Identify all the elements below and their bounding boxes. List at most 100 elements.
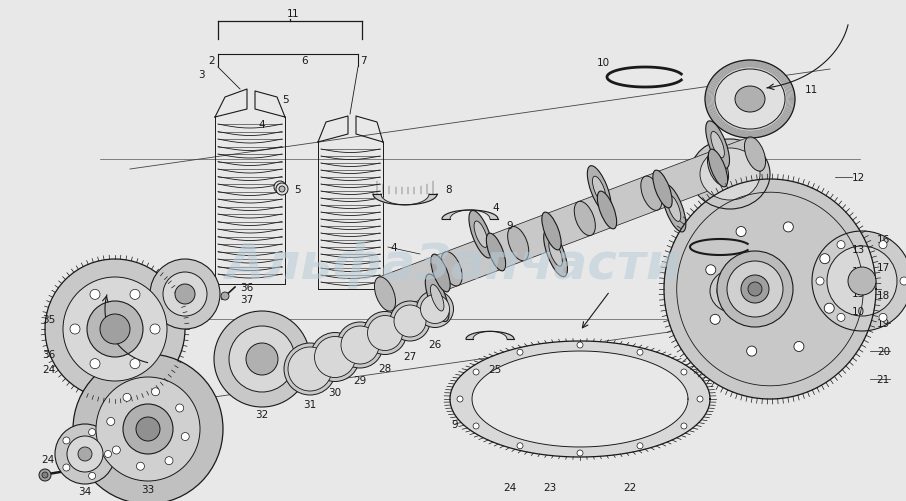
Circle shape [100, 314, 130, 344]
Polygon shape [379, 257, 447, 311]
Circle shape [221, 293, 229, 301]
Ellipse shape [641, 177, 662, 211]
Ellipse shape [667, 195, 680, 222]
Text: 31: 31 [304, 399, 316, 409]
Text: 16: 16 [877, 234, 890, 244]
Polygon shape [373, 194, 437, 205]
Circle shape [314, 337, 355, 378]
Text: 26: 26 [429, 339, 441, 349]
Text: 5: 5 [294, 185, 301, 194]
Polygon shape [711, 138, 761, 185]
Circle shape [706, 265, 716, 275]
Ellipse shape [542, 213, 561, 250]
Ellipse shape [587, 166, 612, 214]
Ellipse shape [700, 149, 760, 200]
Circle shape [89, 429, 96, 436]
Text: 34: 34 [79, 486, 92, 496]
Circle shape [784, 222, 794, 232]
Circle shape [104, 450, 111, 457]
Circle shape [130, 290, 140, 300]
Text: 19: 19 [877, 318, 890, 328]
Text: 11: 11 [805, 85, 818, 95]
Ellipse shape [374, 278, 396, 312]
Circle shape [163, 273, 207, 316]
Polygon shape [664, 180, 876, 399]
Circle shape [277, 185, 283, 190]
Polygon shape [450, 341, 710, 457]
Circle shape [123, 404, 173, 454]
Circle shape [45, 260, 185, 399]
Circle shape [279, 187, 285, 192]
Circle shape [176, 404, 184, 412]
Circle shape [90, 359, 100, 369]
Text: 8: 8 [445, 185, 451, 194]
Polygon shape [656, 152, 725, 206]
Circle shape [637, 350, 643, 356]
Circle shape [879, 241, 887, 249]
Circle shape [736, 227, 746, 237]
Text: 24: 24 [504, 482, 516, 492]
Ellipse shape [544, 230, 567, 277]
Polygon shape [489, 215, 558, 270]
Text: 12: 12 [852, 173, 865, 183]
Text: 30: 30 [329, 387, 342, 397]
Ellipse shape [597, 192, 617, 229]
Circle shape [96, 377, 200, 481]
Text: 4: 4 [492, 202, 498, 212]
Text: 1: 1 [292, 9, 298, 19]
Ellipse shape [710, 270, 760, 313]
Ellipse shape [715, 70, 785, 130]
Polygon shape [434, 235, 502, 290]
Circle shape [288, 347, 332, 391]
Circle shape [824, 304, 834, 314]
Ellipse shape [469, 211, 493, 259]
Ellipse shape [717, 276, 753, 308]
Circle shape [816, 278, 824, 286]
Circle shape [390, 302, 430, 341]
Ellipse shape [549, 240, 563, 267]
Circle shape [417, 291, 454, 328]
Text: 13: 13 [852, 244, 865, 255]
Ellipse shape [708, 150, 728, 187]
Circle shape [274, 182, 286, 193]
Circle shape [123, 394, 131, 401]
Circle shape [368, 316, 402, 351]
Circle shape [67, 436, 103, 472]
Circle shape [107, 418, 115, 426]
Text: 3: 3 [198, 70, 205, 80]
Ellipse shape [653, 171, 672, 208]
Circle shape [517, 350, 523, 356]
Text: 37: 37 [240, 295, 254, 305]
Text: 33: 33 [141, 484, 155, 494]
Polygon shape [545, 194, 613, 248]
Circle shape [697, 396, 703, 402]
Text: 36: 36 [42, 349, 55, 359]
Ellipse shape [507, 227, 529, 261]
Text: АльфаЗапчасти: АльфаЗапчасти [225, 240, 681, 289]
Circle shape [181, 433, 189, 441]
Circle shape [78, 447, 92, 461]
Ellipse shape [474, 221, 487, 248]
Circle shape [473, 369, 479, 375]
Circle shape [137, 462, 144, 470]
Text: 27: 27 [403, 351, 417, 361]
Circle shape [229, 326, 295, 392]
Text: 6: 6 [302, 56, 308, 66]
Circle shape [73, 354, 223, 501]
Text: 14: 14 [852, 267, 865, 277]
Ellipse shape [708, 152, 728, 186]
Polygon shape [442, 210, 498, 219]
Text: 22: 22 [623, 482, 637, 492]
Circle shape [710, 315, 720, 325]
Circle shape [900, 278, 906, 286]
Ellipse shape [441, 252, 462, 287]
Circle shape [55, 424, 115, 484]
Text: 15: 15 [852, 289, 865, 299]
Text: 35: 35 [42, 314, 55, 324]
Circle shape [246, 343, 278, 375]
Text: 32: 32 [255, 409, 268, 419]
Circle shape [363, 312, 407, 355]
Text: 23: 23 [544, 482, 556, 492]
Circle shape [848, 268, 876, 296]
Circle shape [150, 260, 220, 329]
